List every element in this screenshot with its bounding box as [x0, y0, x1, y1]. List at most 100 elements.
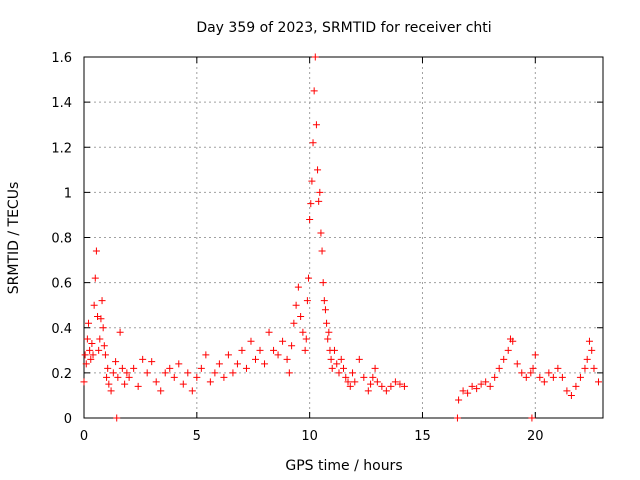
- data-point: [351, 378, 359, 386]
- data-point: [527, 369, 535, 377]
- data-point: [369, 373, 377, 381]
- data-point: [83, 335, 91, 343]
- data-point: [576, 373, 584, 381]
- data-point: [340, 364, 347, 372]
- data-point: [95, 346, 103, 354]
- data-point: [114, 373, 122, 381]
- y-tick-label: 0: [64, 412, 72, 427]
- data-point: [307, 200, 315, 208]
- data-point: [333, 360, 341, 368]
- data-point: [290, 319, 298, 327]
- data-point: [355, 355, 363, 363]
- data-point: [344, 378, 352, 386]
- data-point: [202, 351, 210, 359]
- data-point: [315, 197, 323, 205]
- data-point: [107, 387, 115, 395]
- data-point: [179, 380, 187, 388]
- x-tick-label: 20: [527, 429, 544, 444]
- data-point: [518, 369, 526, 377]
- data-point: [238, 346, 246, 354]
- data-point: [309, 139, 317, 147]
- data-point: [473, 385, 481, 393]
- data-point: [157, 387, 165, 395]
- data-point: [90, 301, 98, 309]
- data-point: [536, 373, 544, 381]
- data-point: [585, 337, 593, 345]
- data-point: [500, 355, 508, 363]
- data-point: [88, 340, 96, 348]
- x-tick-label: 0: [80, 429, 88, 444]
- data-point: [148, 358, 156, 366]
- data-point: [305, 274, 313, 282]
- data-point: [206, 378, 214, 386]
- data-point: [265, 328, 273, 336]
- data-point: [312, 121, 320, 129]
- data-point: [85, 319, 93, 327]
- data-point: [522, 373, 530, 381]
- data-point: [325, 328, 333, 336]
- data-point: [251, 355, 259, 363]
- data-point: [299, 328, 307, 336]
- x-tick-label: 15: [414, 429, 431, 444]
- tick-labels: 0 5 10 15 20 0 0.2 0.4 0.6 0.8 1 1.2 1.4 1.6: [51, 51, 543, 444]
- y-tick-label: 0.4: [51, 322, 72, 337]
- data-point: [211, 369, 219, 377]
- data-point: [367, 380, 375, 388]
- y-tick-label: 1.2: [51, 141, 72, 156]
- data-point: [166, 364, 174, 372]
- data-point: [175, 360, 183, 368]
- data-point: [373, 378, 381, 386]
- data-point: [453, 414, 461, 422]
- data-point: [92, 247, 100, 255]
- data-point: [581, 364, 589, 372]
- data-point: [139, 355, 147, 363]
- data-point: [161, 369, 169, 377]
- data-point: [292, 301, 300, 309]
- data-point: [364, 387, 372, 395]
- y-tick-label: 0.6: [51, 277, 72, 292]
- x-tick-label: 10: [301, 429, 318, 444]
- y-tick-label: 0.2: [51, 367, 72, 382]
- data-point: [96, 335, 104, 343]
- data-point: [567, 391, 575, 399]
- data-point: [130, 364, 138, 372]
- data-point: [549, 373, 557, 381]
- data-point: [464, 389, 472, 397]
- data-point: [323, 319, 331, 327]
- x-axis-label: GPS time / hours: [285, 458, 402, 474]
- data-point: [87, 355, 95, 363]
- data-point: [308, 177, 316, 185]
- x-tick-label: 5: [193, 429, 201, 444]
- data-point: [396, 380, 404, 388]
- data-point: [349, 369, 357, 377]
- data-point: [400, 382, 408, 390]
- data-point: [316, 188, 324, 196]
- y-tick-label: 0.8: [51, 232, 72, 247]
- data-point: [491, 373, 499, 381]
- data-point: [116, 328, 124, 336]
- data-point: [371, 364, 379, 372]
- data-point: [89, 351, 97, 359]
- data-point: [99, 324, 107, 332]
- data-point: [529, 364, 537, 372]
- data-point: [342, 373, 350, 381]
- data-point: [143, 369, 151, 377]
- data-point: [495, 364, 503, 372]
- data-point: [590, 364, 598, 372]
- data-point: [346, 382, 354, 390]
- data-point: [558, 373, 566, 381]
- data-point: [303, 297, 311, 305]
- data-point: [123, 369, 131, 377]
- data-point: [288, 342, 296, 350]
- data-point: [306, 215, 314, 223]
- data-point: [80, 378, 88, 386]
- data-point: [98, 297, 106, 305]
- data-point: [554, 364, 562, 372]
- data-point: [455, 396, 463, 404]
- data-point: [274, 351, 282, 359]
- data-point: [152, 378, 160, 386]
- data-point: [513, 360, 521, 368]
- data-point: [103, 373, 111, 381]
- data-point: [193, 373, 201, 381]
- data-point: [82, 360, 90, 368]
